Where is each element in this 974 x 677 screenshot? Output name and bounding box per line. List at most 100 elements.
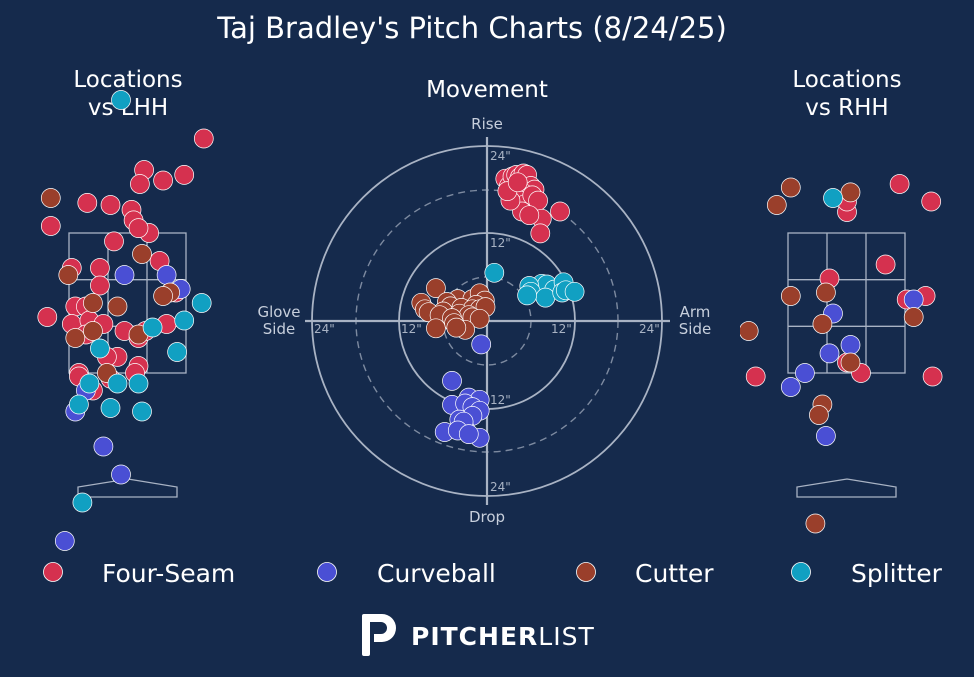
legend-curveball-label: Curveball	[377, 559, 496, 588]
rhh-cutter-point	[780, 177, 801, 198]
lhh-splitter-point	[191, 293, 212, 313]
ring-label-top-12: 12"	[490, 236, 511, 250]
lhh-cutter-point	[153, 286, 173, 306]
lhh-four-seam-point	[104, 231, 124, 252]
lhh-points	[37, 90, 214, 551]
lhh-splitter-point	[79, 373, 100, 394]
ring-label-left-12: 12"	[401, 322, 422, 336]
rhh-four-seam-point	[922, 366, 943, 387]
rhh-curveball-point	[816, 426, 836, 446]
rhh-title-line2: vs RHH	[805, 95, 888, 121]
lhh-curveball-point	[114, 265, 135, 285]
rhh-cutter-point	[840, 352, 861, 373]
movement-four-seam-point	[507, 172, 528, 193]
brand-bold: PITCHER	[411, 622, 538, 651]
legend-curveball-marker	[317, 562, 337, 582]
lhh-four-seam-point	[37, 307, 58, 327]
rhh-cutter-point	[903, 307, 924, 327]
legend-splitter-label: Splitter	[851, 559, 943, 588]
rhh-cutter-point	[740, 321, 759, 341]
lhh-title-line1: Locations	[73, 67, 182, 93]
rhh-points	[740, 174, 943, 534]
lhh-four-seam-point	[40, 216, 61, 236]
rhh-home-plate	[796, 478, 897, 498]
rhh-curveball-point	[780, 377, 801, 397]
lhh-cutter-point	[65, 328, 86, 348]
movement-splitter-point	[535, 287, 556, 308]
rhh-curveball-point	[840, 335, 861, 355]
movement-curveball-point	[442, 371, 462, 391]
lhh-splitter-point	[69, 394, 89, 415]
pitch-points	[37, 90, 943, 551]
movement-cutter-point	[469, 308, 490, 329]
lhh-curveball-point	[54, 531, 75, 551]
rhh-four-seam-point	[889, 174, 910, 194]
rhh-cutter-point	[840, 182, 861, 203]
legend-four-seam-marker	[43, 562, 63, 582]
rhh-cutter-point	[805, 513, 826, 534]
lhh-four-seam-point	[90, 258, 110, 278]
movement-splitter-point	[517, 285, 537, 306]
movement-curveball-point	[471, 334, 492, 355]
lhh-four-seam-point	[90, 275, 110, 296]
movement-splitter-point	[564, 281, 585, 302]
glove-side-label-1: Glove	[257, 303, 300, 321]
movement-cutter-point	[426, 278, 446, 298]
ring-label-right-24: 24"	[639, 322, 660, 336]
movement-four-seam-point	[550, 201, 570, 222]
lhh-four-seam-point	[77, 193, 98, 213]
movement-ring-labels: 24" 12" 12" 24" 12" 24" 12" 24"	[314, 149, 660, 494]
lhh-splitter-point	[167, 342, 187, 362]
rhh-cutter-point	[809, 405, 829, 425]
lhh-four-seam-point	[100, 195, 121, 215]
lhh-splitter-point	[100, 398, 121, 418]
rhh-cutter-point	[812, 314, 833, 334]
lhh-cutter-point	[40, 188, 61, 208]
lhh-splitter-point	[90, 338, 110, 359]
rhh-four-seam-point	[875, 254, 896, 275]
legend-cutter-marker	[576, 562, 596, 582]
lhh-four-seam-point	[153, 170, 173, 191]
movement-curveball-point	[458, 424, 479, 444]
rise-label: Rise	[471, 115, 503, 133]
rhh-title-line1: Locations	[792, 67, 901, 93]
lhh-cutter-point	[83, 321, 103, 341]
arm-side-label-2: Side	[679, 320, 711, 338]
pitcherlist-p-icon	[362, 614, 396, 656]
lhh-four-seam-point	[130, 174, 150, 194]
movement-splitter-point	[484, 262, 505, 283]
rhh-cutter-point	[816, 282, 836, 303]
lhh-cutter-point	[107, 296, 128, 317]
movement-cutter-point	[426, 318, 446, 339]
rhh-four-seam-point	[745, 366, 766, 387]
brand-light: LIST	[538, 622, 594, 651]
ring-label-top-24: 24"	[490, 149, 511, 163]
lhh-splitter-point	[107, 373, 128, 394]
rhh-curveball-point	[819, 343, 840, 364]
ring-label-bottom-24: 24"	[490, 480, 511, 494]
lhh-four-seam-point	[128, 218, 149, 238]
movement-axis-labels: Rise Drop Glove Side Arm Side	[257, 115, 711, 526]
ring-label-left-24: 24"	[314, 322, 335, 336]
lhh-cutter-point	[58, 265, 79, 285]
lhh-splitter-point	[72, 492, 93, 513]
lhh-splitter-point	[132, 401, 152, 422]
lhh-home-plate	[77, 478, 178, 498]
lhh-four-seam-point	[193, 128, 214, 149]
figure-title: Taj Bradley's Pitch Charts (8/24/25)	[216, 11, 727, 45]
drop-label: Drop	[469, 508, 505, 526]
pitcherlist-logo: PITCHERLIST	[362, 614, 594, 656]
lhh-four-seam-point	[174, 165, 195, 185]
rhh-splitter-point	[823, 188, 843, 208]
lhh-cutter-point	[83, 293, 103, 313]
legend: Four-Seam Curveball Cutter Splitter	[43, 559, 943, 588]
rhh-curveball-point	[903, 289, 924, 310]
rhh-curveball-point	[795, 363, 815, 383]
legend-cutter-label: Cutter	[635, 559, 714, 588]
lhh-splitter-point	[142, 317, 163, 338]
lhh-cutter-point	[132, 244, 152, 264]
lhh-splitter-point	[128, 373, 149, 394]
legend-four-seam-label: Four-Seam	[102, 559, 235, 588]
movement-points	[411, 163, 585, 448]
